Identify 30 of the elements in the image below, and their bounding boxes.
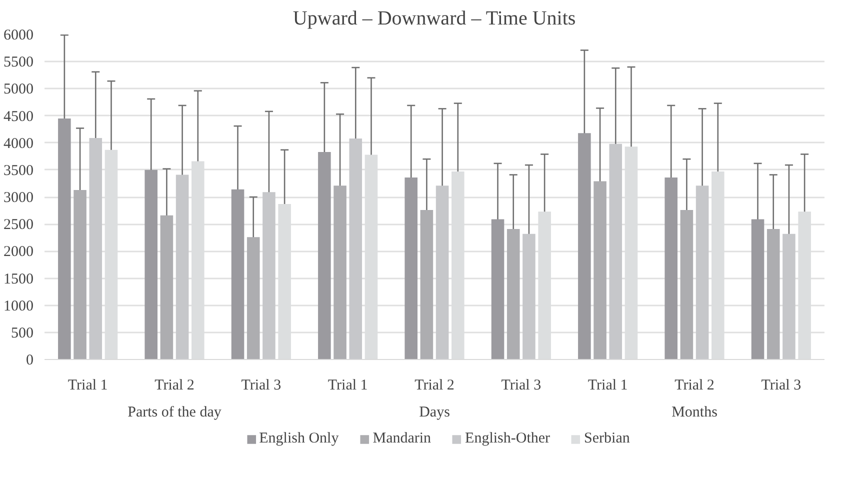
legend-label: Mandarin xyxy=(372,430,432,448)
chart-title: Upward – Downward – Time Units xyxy=(292,8,576,30)
legend-label: English Only xyxy=(259,430,339,448)
y-tick-label: 0 xyxy=(26,352,34,368)
y-tick-label: 1500 xyxy=(4,271,34,288)
y-tick-label: 2500 xyxy=(4,217,34,234)
legend-label: Serbian xyxy=(584,430,630,448)
x-tick-label: Trial 2 xyxy=(154,378,194,394)
text: Parts of the day xyxy=(128,404,222,420)
y-tick-label: 4000 xyxy=(4,136,34,152)
y-tick-label: 5500 xyxy=(4,54,34,71)
text: Months xyxy=(672,404,718,420)
x-tick-label: Trial 2 xyxy=(674,378,714,394)
x-tick-label: Trial 1 xyxy=(68,378,108,394)
y-tick-label: 1000 xyxy=(4,298,34,314)
y-tick-label: 2000 xyxy=(4,244,34,260)
x-tick-label: Trial 3 xyxy=(241,378,282,394)
y-tick-label: 5000 xyxy=(4,82,34,98)
y-tick-label: 6000 xyxy=(4,28,34,44)
y-tick-label: 4500 xyxy=(4,108,34,125)
y-tick-label: 3000 xyxy=(4,190,34,206)
x-tick-label: Trial 1 xyxy=(328,378,368,394)
x-tick-label: Trial 2 xyxy=(414,378,454,394)
legend-label: English-Other xyxy=(465,430,550,448)
x-tick-label: Trial 3 xyxy=(761,378,802,394)
text: Days xyxy=(419,404,450,420)
y-tick-label: 500 xyxy=(11,325,34,342)
x-tick-label: Trial 3 xyxy=(501,378,542,394)
y-tick-label: 3500 xyxy=(4,162,34,179)
x-tick-label: Trial 1 xyxy=(588,378,628,394)
